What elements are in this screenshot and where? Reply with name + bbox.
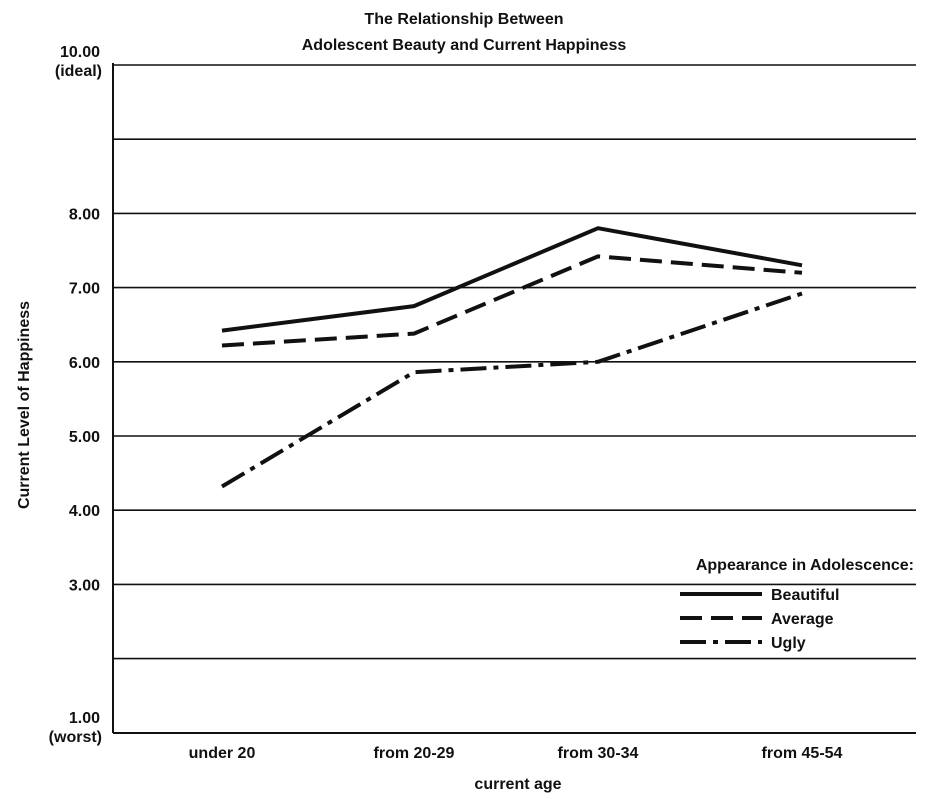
y-tick-label: 1.00 [69,710,100,727]
y-tick-label: 5.00 [69,429,100,446]
y-tick-sublabel: (ideal) [55,63,102,80]
legend-label-average: Average [771,611,834,628]
y-tick-label: 4.00 [69,503,100,520]
legend-title: Appearance in Adolescence: [696,557,914,574]
series-lines [220,226,803,489]
chart-title-line-1: The Relationship Between [364,11,563,28]
y-axis-label: Current Level of Happiness [16,301,33,509]
series-line-ugly [220,291,803,489]
legend: Appearance in Adolescence: Beautiful Aver… [680,557,914,652]
x-tick-label: from 30-34 [558,745,639,762]
y-tick-label: 6.00 [69,355,100,372]
x-axis-label: current age [474,776,561,793]
legend-label-ugly: Ugly [771,635,806,652]
y-tick-label: 7.00 [69,281,100,298]
y-tick-label: 8.00 [69,206,100,223]
chart-title-line-2: Adolescent Beauty and Current Happiness [302,37,627,54]
y-tick-sublabel: (worst) [49,729,102,746]
gridlines [113,64,916,660]
x-tick-label: under 20 [189,745,256,762]
series-line-average [221,254,803,348]
x-tick-label: from 45-54 [762,745,843,762]
y-tick-labels: 10.00 (ideal) 8.00 7.00 6.00 5.00 4.00 3.00 1.00… [49,44,102,746]
x-tick-labels: under 20 from 20-29 from 30-34 from 45-54 [189,745,843,762]
legend-label-beautiful: Beautiful [771,587,839,604]
y-tick-label: 10.00 [60,44,100,61]
y-tick-label: 3.00 [69,577,100,594]
x-tick-label: from 20-29 [374,745,455,762]
series-line-beautiful [221,226,803,333]
